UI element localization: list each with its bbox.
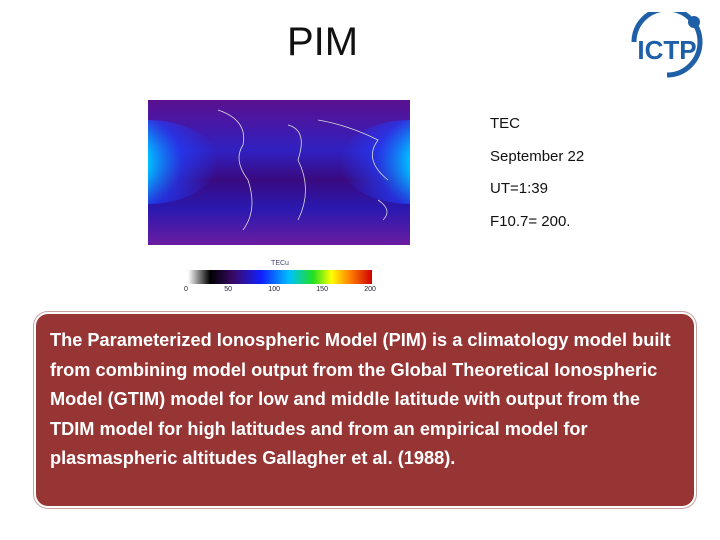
colorbar-tick: 100 [268,286,280,293]
detail-line: TEC [490,115,520,132]
colorbar-ticks: 0 50 100 150 200 [184,286,376,293]
logo-text: ICTP [637,35,696,65]
details: TEC September 22 UT=1:39 F10.7= 200. [490,115,584,245]
slide-title: PIM [286,20,359,64]
detail-line: September 22 [490,147,585,165]
detail-line: F10.7= 200. [490,212,571,230]
detail-line: UT=1:39 [490,180,548,197]
colorbar-gradient [188,270,372,284]
colorbar-tick: 200 [364,286,376,293]
colorbar-tick: 50 [224,286,232,293]
colorbar-label: TECu [271,260,289,267]
colorbar-tick: 150 [316,286,328,293]
logo: ICTP [631,12,703,78]
colorbar-tick: 0 [184,286,188,293]
colorbar: TECu 0 50 100 150 200 [180,260,380,293]
tec-map [148,100,410,245]
description-box: The Parameterized Ionospheric Model (PIM… [34,312,696,508]
description: The Parameterized Ionospheric Model (PIM… [50,330,671,468]
